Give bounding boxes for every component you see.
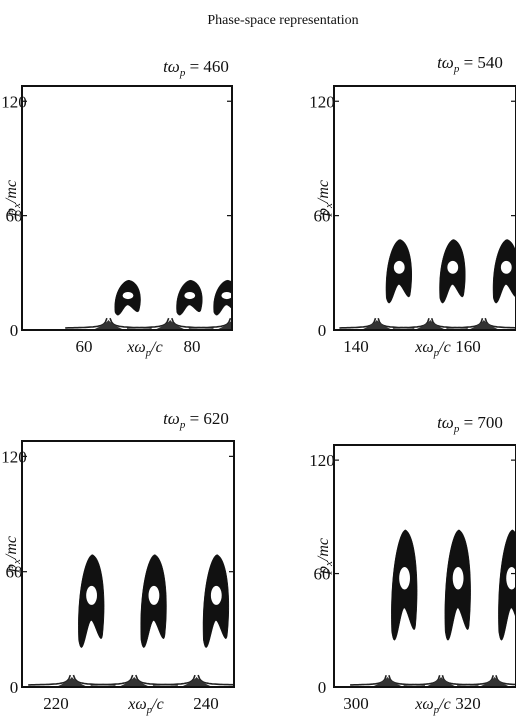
separatrix-1-base <box>92 320 125 330</box>
x-tick-label: 80 <box>184 337 201 356</box>
figure-title: Phase-space representation <box>207 13 358 28</box>
panel-time-title: tωp = 700 <box>437 413 503 435</box>
electron-bunch-gap-1 <box>399 566 410 590</box>
y-tick-label: 0 <box>318 321 327 340</box>
separatrix-2-base <box>414 320 447 330</box>
separatrix-2-left <box>90 674 134 686</box>
separatrix-2-base <box>118 677 151 687</box>
x-tick-label: 240 <box>193 694 219 713</box>
separatrix-2-base <box>425 677 458 687</box>
electron-bunch-gap-2 <box>184 291 196 300</box>
phase-space-panel-1: 120 60 0 60 80 xωp/c px/mc tωp = 460 <box>1 57 276 359</box>
separatrix-3-left <box>188 317 232 329</box>
separatrix-3-right <box>234 318 276 328</box>
electron-bunch-gap-2 <box>148 585 160 605</box>
x-axis-label: xωp/c <box>414 696 450 716</box>
x-tick-label: 300 <box>343 694 369 713</box>
plot-area <box>350 529 516 687</box>
panel-frame <box>333 444 516 688</box>
y-tick-label: 120 <box>309 451 335 470</box>
electron-bunch-gap-2 <box>447 260 459 274</box>
x-tick-label: 140 <box>343 337 369 356</box>
x-axis-label: xωp/c <box>127 696 163 716</box>
phase-space-panel-4: 120 60 0 300 320 xωp/c px/mc tωp = 700 <box>309 413 516 716</box>
panel-frame <box>333 85 516 331</box>
y-tick-label: 0 <box>10 321 19 340</box>
electron-bunch-gap-1 <box>86 585 97 605</box>
separatrix-3-base <box>467 320 500 330</box>
x-tick-label: 220 <box>43 694 69 713</box>
y-tick-label: 0 <box>10 678 19 697</box>
x-axis-label: xωp/c <box>414 339 450 359</box>
y-tick-label: 60 <box>314 565 331 584</box>
separatrix-3-right <box>495 675 516 686</box>
separatrix-2-base <box>154 320 187 330</box>
electron-bunch-gap-2 <box>452 566 464 590</box>
phase-space-panel-3: 120 60 0 220 240 xωp/c px/mc tωp = 620 <box>1 409 235 716</box>
plot-area <box>65 279 276 330</box>
electron-bunch-gap-3 <box>210 585 222 605</box>
x-tick-label: 160 <box>455 337 481 356</box>
y-tick-label: 60 <box>314 207 331 226</box>
panel-time-title: tωp = 620 <box>163 409 229 431</box>
separatrix-1-base <box>360 320 393 330</box>
panel-frame <box>21 85 233 331</box>
separatrix-3-base <box>478 677 511 687</box>
electron-bunch-gap-1 <box>393 260 405 274</box>
y-axis-label: px/mc <box>3 180 23 217</box>
panel-time-title: tωp = 540 <box>437 53 503 75</box>
separatrix-2-left <box>403 675 441 686</box>
y-tick-label: 60 <box>6 207 23 226</box>
separatrix-1-left <box>350 675 387 686</box>
separatrix-1-left <box>65 317 108 329</box>
electron-bunch-3 <box>498 529 516 641</box>
y-tick-label: 60 <box>6 563 23 582</box>
electron-bunch-gap-3 <box>500 260 512 274</box>
y-tick-label: 120 <box>309 92 335 111</box>
separatrix-3-base <box>180 677 213 687</box>
separatrix-1-base <box>55 677 88 687</box>
x-axis-label: xωp/c <box>126 339 162 359</box>
y-tick-label: 120 <box>1 92 27 111</box>
x-tick-label: 60 <box>76 337 93 356</box>
y-tick-label: 120 <box>1 447 27 466</box>
electron-bunch-gap-3 <box>221 291 232 300</box>
separatrix-1-left <box>339 317 377 329</box>
x-tick-label: 320 <box>455 694 481 713</box>
phase-space-panel-2: 120 60 0 140 160 xωp/c px/mc tωp = 540 <box>309 53 516 359</box>
y-axis-label: px/mc <box>3 536 23 573</box>
electron-bunch-gap-3 <box>506 566 516 590</box>
y-axis-label: px/mc <box>315 180 335 217</box>
separatrix-3-base <box>216 320 232 330</box>
y-axis-label: px/mc <box>315 538 335 575</box>
separatrix-3-left <box>457 675 495 686</box>
separatrix-2-left <box>127 317 170 329</box>
plot-area <box>28 554 234 687</box>
panel-frame <box>21 440 235 688</box>
electron-bunch-gap-1 <box>122 291 134 300</box>
separatrix-3-left <box>446 317 484 329</box>
y-tick-label: 0 <box>318 678 327 697</box>
separatrix-1-base <box>371 677 404 687</box>
panel-time-title: tωp = 460 <box>163 57 229 79</box>
plot-area <box>339 239 516 330</box>
separatrix-1-left <box>28 674 72 686</box>
separatrix-3-left <box>152 674 196 686</box>
separatrix-2-left <box>392 317 430 329</box>
